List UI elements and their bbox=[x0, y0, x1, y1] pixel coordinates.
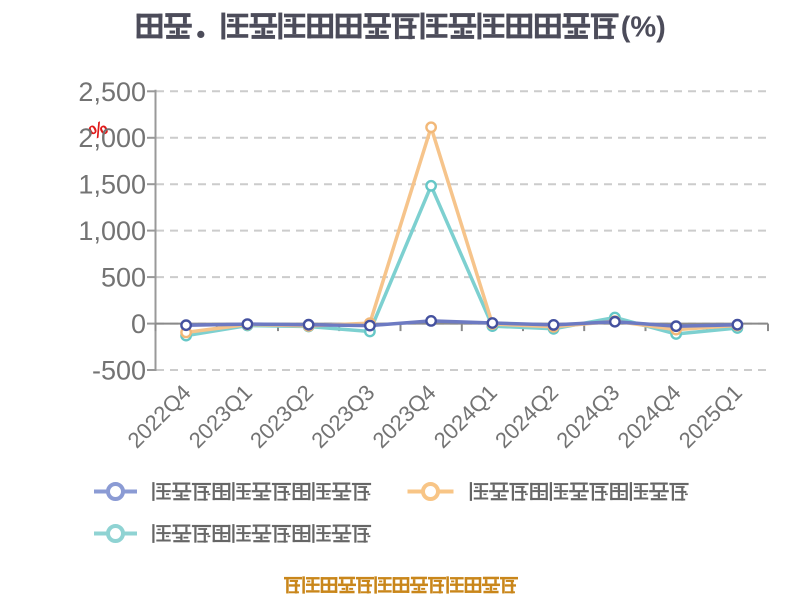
svg-text:1,000: 1,000 bbox=[78, 216, 146, 246]
svg-text:2,000: 2,000 bbox=[78, 123, 146, 153]
svg-text:-500: -500 bbox=[92, 356, 146, 386]
svg-text:(%): (%) bbox=[621, 12, 666, 44]
svg-text:0: 0 bbox=[131, 309, 146, 339]
svg-text:500: 500 bbox=[101, 263, 146, 293]
svg-text:2,500: 2,500 bbox=[78, 77, 146, 107]
svg-text:1,500: 1,500 bbox=[78, 170, 146, 200]
